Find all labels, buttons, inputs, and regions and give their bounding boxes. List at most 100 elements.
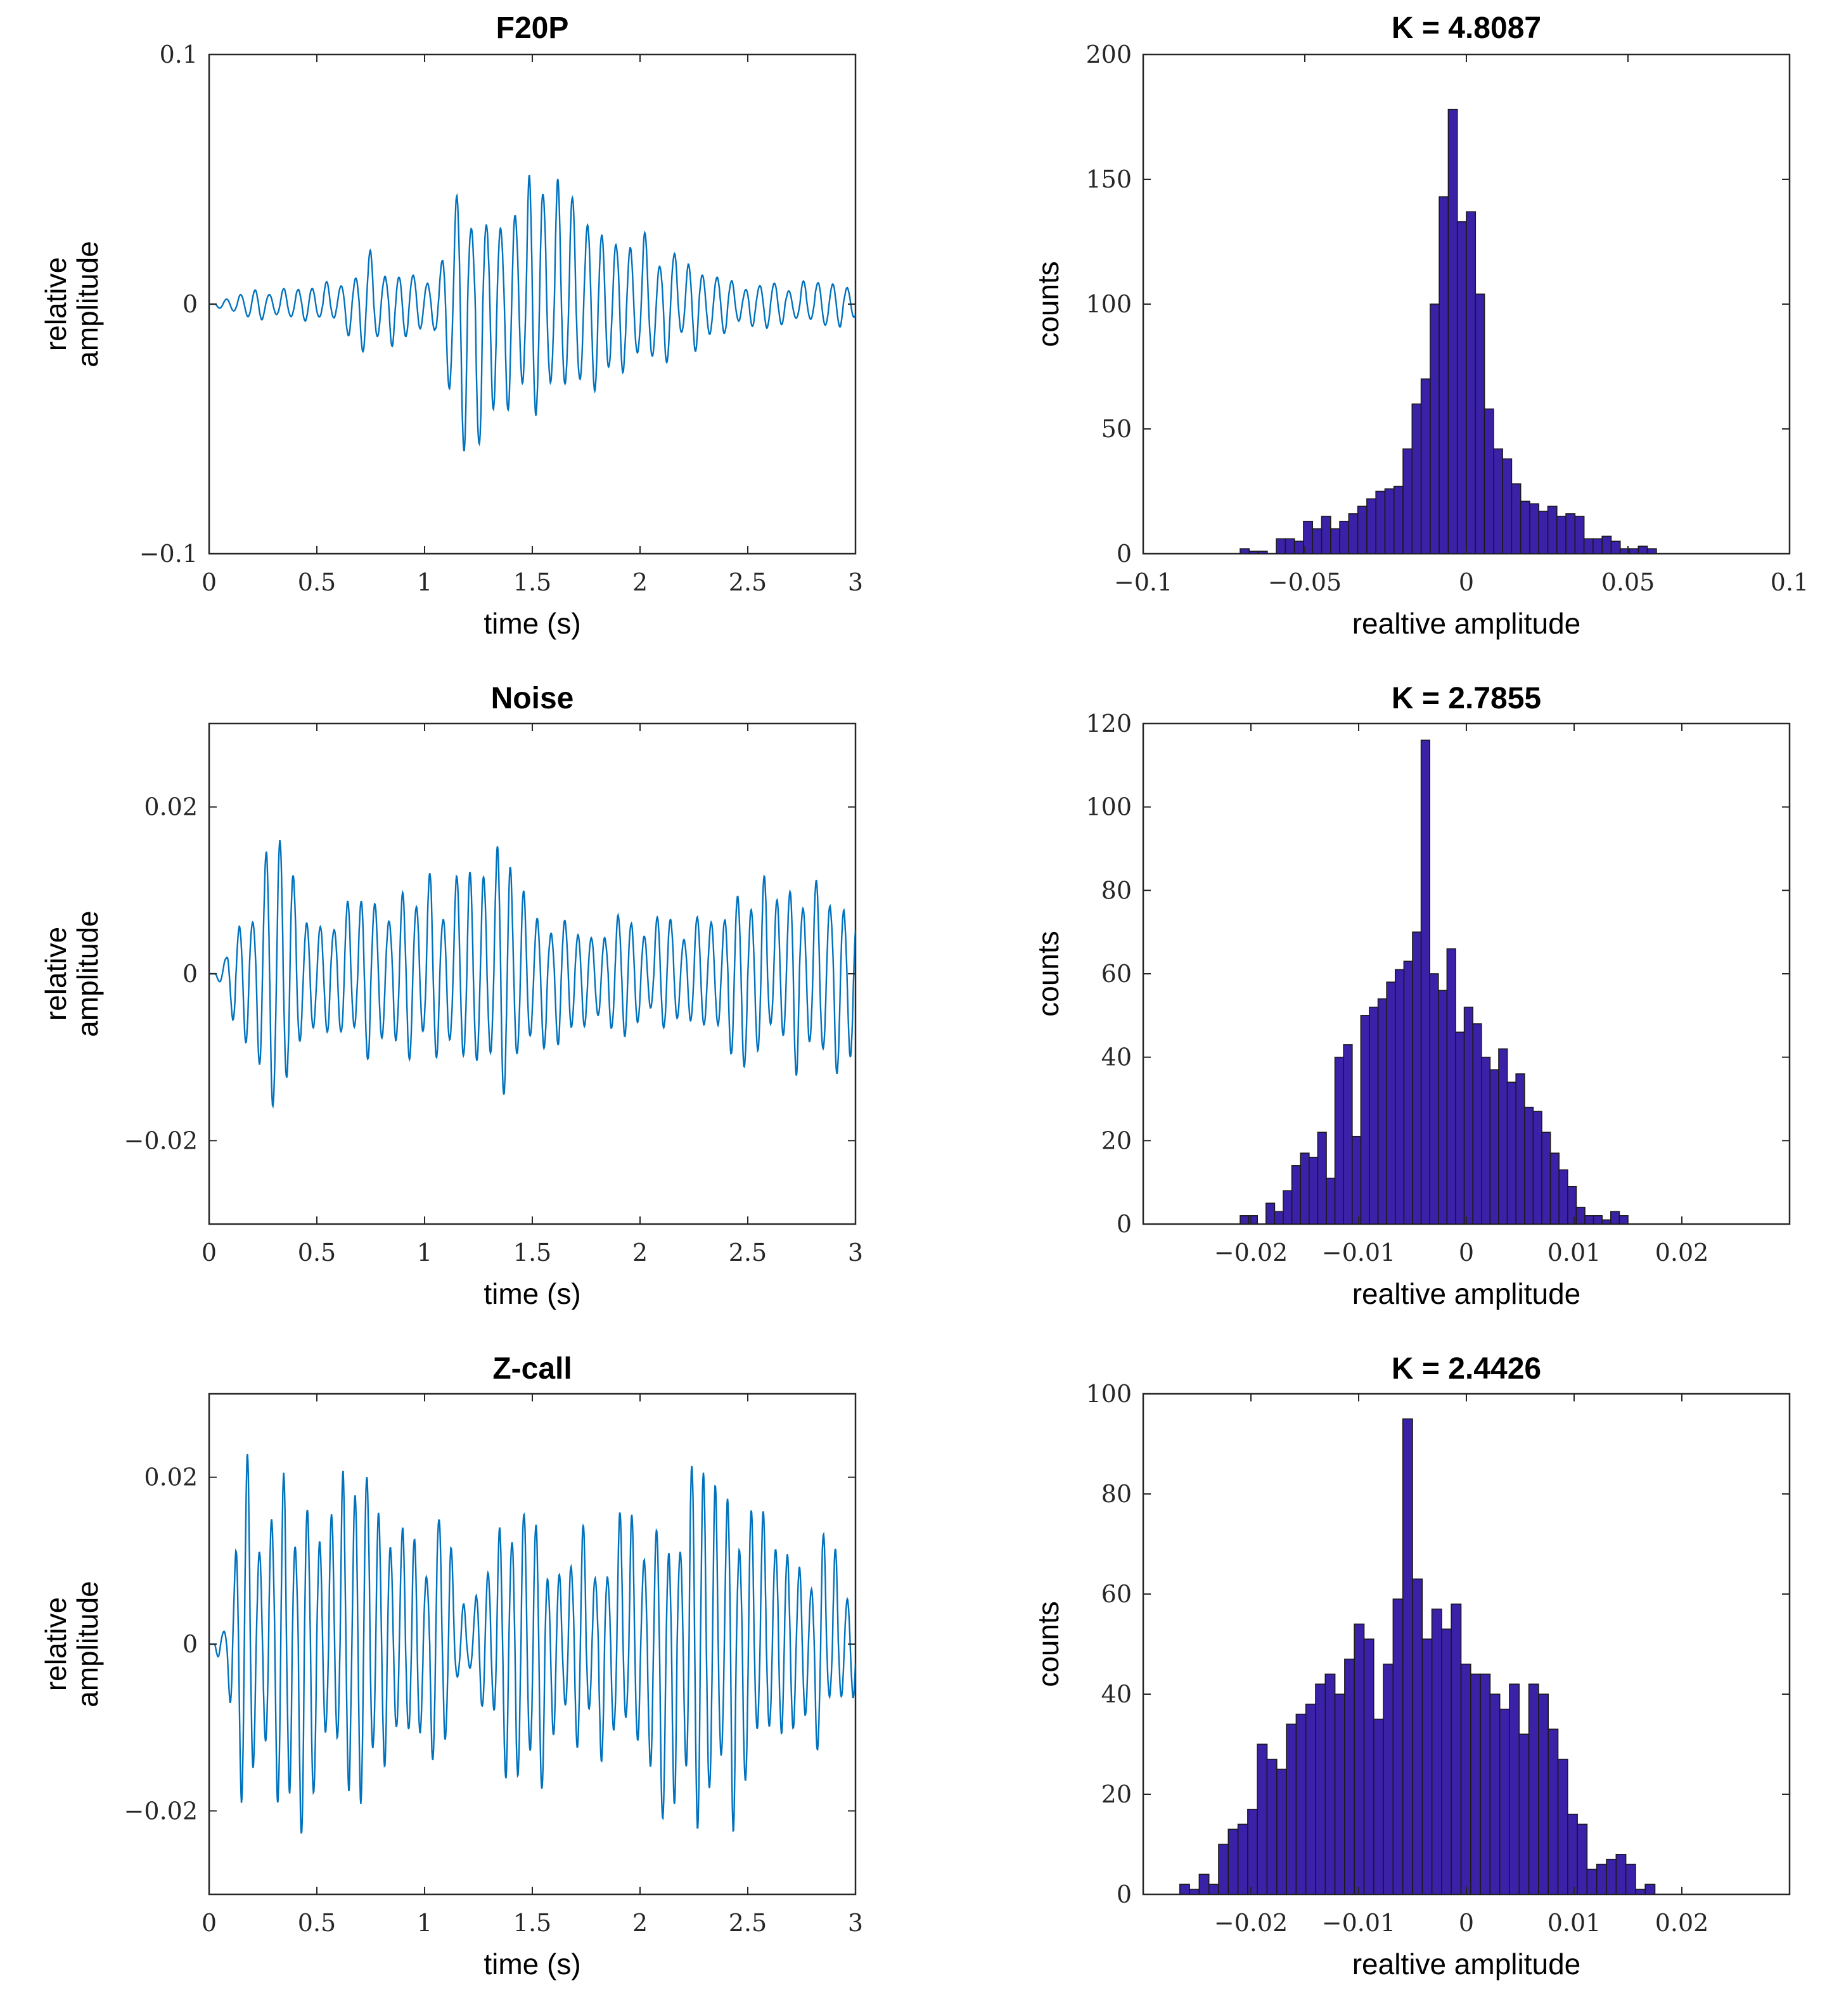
y-tick-label: 150 xyxy=(1086,165,1132,193)
histogram-bar xyxy=(1348,513,1359,554)
histogram-bar xyxy=(1592,1215,1603,1224)
histogram-bar xyxy=(1334,1694,1345,1894)
signal-line xyxy=(209,174,855,452)
x-axis-label: realtive amplitude xyxy=(1352,1277,1581,1310)
histogram-bar xyxy=(1558,1169,1568,1224)
histogram-bar xyxy=(1483,408,1494,554)
histogram-bar xyxy=(1411,403,1422,554)
histogram-bar xyxy=(1499,1708,1510,1894)
histogram-bar xyxy=(1420,378,1431,554)
histogram-bar xyxy=(1247,1808,1259,1894)
y-tick-label: 0 xyxy=(1117,1210,1132,1238)
y-tick-label: 100 xyxy=(1086,290,1132,318)
histogram-bars xyxy=(1240,108,1657,554)
f20p-histogram-panel: K = 4.8087 counts realtive amplitude −0.… xyxy=(1032,11,1809,640)
y-axis-label: counts xyxy=(1032,931,1065,1017)
y-axis-label: relative amplitude xyxy=(39,1581,104,1707)
histogram-bar xyxy=(1237,1823,1248,1894)
histogram-bar xyxy=(1429,973,1439,1224)
x-tick-label: 0.01 xyxy=(1547,1239,1601,1266)
histogram-bar xyxy=(1549,1152,1560,1224)
x-tick-label: −0.01 xyxy=(1322,1239,1395,1266)
y-tick-label: 0.02 xyxy=(144,1464,198,1491)
x-tick-label: 0.05 xyxy=(1601,568,1655,596)
y-axis-label: relative amplitude xyxy=(39,241,104,367)
histogram-bar xyxy=(1524,1106,1534,1224)
histogram-bar xyxy=(1583,538,1594,554)
y-tick-label: 0 xyxy=(183,290,198,318)
histogram-bar xyxy=(1493,448,1503,554)
histogram-bar xyxy=(1618,1215,1629,1224)
histogram-bar xyxy=(1475,293,1485,554)
histogram-bar xyxy=(1363,1638,1374,1894)
histogram-bar xyxy=(1472,1023,1482,1224)
histogram-bar xyxy=(1481,1056,1491,1224)
x-tick-label: 3 xyxy=(848,568,863,596)
histogram-bar xyxy=(1412,931,1422,1224)
histogram-bar xyxy=(1198,1873,1210,1894)
histogram-bar xyxy=(1511,483,1522,554)
y-tick-label: −0.02 xyxy=(124,1797,198,1825)
x-axis-label: realtive amplitude xyxy=(1352,1948,1581,1981)
x-tick-label: 0.01 xyxy=(1547,1909,1601,1937)
histogram-bar xyxy=(1470,1673,1481,1894)
histogram-bar xyxy=(1393,485,1404,554)
y-tick-label: 100 xyxy=(1086,793,1132,821)
histogram-bar xyxy=(1606,1858,1617,1894)
histogram-bar xyxy=(1538,1694,1549,1894)
y-axis-label-line2: amplitude xyxy=(71,241,104,367)
histogram-bar xyxy=(1502,458,1513,554)
x-tick-label: 2 xyxy=(632,568,648,596)
x-tick-label: 1.5 xyxy=(513,1239,551,1266)
histogram-bar xyxy=(1629,548,1639,554)
y-axis-label-line2: amplitude xyxy=(71,1581,104,1707)
histogram-bar xyxy=(1315,1683,1326,1894)
y-tick-label: 0.02 xyxy=(144,793,198,821)
y-tick-label: 0.1 xyxy=(160,41,198,68)
x-tick-label: 1 xyxy=(417,1239,432,1266)
y-tick-label: 20 xyxy=(1101,1126,1132,1154)
axis-ticks: −0.1 −0.05 0 0.05 0.1 0 50 100 150 200 xyxy=(1086,41,1809,596)
histogram-bar xyxy=(1575,1206,1586,1224)
x-tick-label: 0 xyxy=(1459,1239,1474,1266)
histogram-bar xyxy=(1384,488,1395,554)
histogram-bar xyxy=(1274,1211,1284,1224)
histogram-bar xyxy=(1257,551,1268,554)
histogram-bar xyxy=(1344,1658,1355,1894)
x-tick-label: 0.5 xyxy=(298,1909,336,1937)
histogram-bar xyxy=(1312,528,1323,554)
histogram-bar xyxy=(1646,548,1657,554)
histogram-bar xyxy=(1286,1723,1297,1894)
histogram-bar xyxy=(1451,1604,1462,1894)
histogram-bar xyxy=(1529,503,1540,554)
histogram-bar xyxy=(1395,969,1405,1224)
z-call-waveform-panel: Z-call relative amplitude time (s) 0 0.5 1… xyxy=(39,1352,863,1981)
histogram-bar xyxy=(1305,1704,1316,1894)
y-tick-label: 100 xyxy=(1086,1380,1132,1408)
histogram-bar xyxy=(1438,990,1448,1224)
x-tick-label: 0.02 xyxy=(1655,1239,1709,1266)
y-tick-label: 20 xyxy=(1101,1780,1132,1808)
histogram-bar xyxy=(1456,221,1467,554)
noise-waveform-panel: Noise relative amplitude time (s) 0 0.5 1 1… xyxy=(39,682,863,1310)
axis-ticks: 0 0.5 1 1.5 2 2.5 3 −0.02 0 0.02 xyxy=(124,724,863,1266)
histogram-bar xyxy=(1586,1868,1598,1894)
signal-line xyxy=(209,839,855,1109)
plot-area xyxy=(208,1393,857,1896)
x-tick-label: 0.02 xyxy=(1655,1909,1709,1937)
noise-histogram-panel: K = 2.7855 counts realtive amplitude −0.… xyxy=(1032,682,1791,1310)
histogram-bar xyxy=(1567,1813,1578,1894)
x-tick-label: 3 xyxy=(848,1909,863,1937)
histogram-bar xyxy=(1439,196,1449,554)
histogram-bar xyxy=(1637,545,1648,554)
panel-title: K = 2.7855 xyxy=(1392,682,1541,715)
signal-line xyxy=(209,1453,855,1834)
panel-title: K = 2.4426 xyxy=(1392,1352,1541,1386)
x-tick-label: −0.02 xyxy=(1214,1909,1288,1937)
x-axis-label: time (s) xyxy=(484,1948,580,1981)
histogram-bar xyxy=(1547,1728,1559,1894)
histogram-bar xyxy=(1377,998,1388,1224)
panel-title: Noise xyxy=(491,682,574,715)
x-tick-label: 1.5 xyxy=(513,568,551,596)
